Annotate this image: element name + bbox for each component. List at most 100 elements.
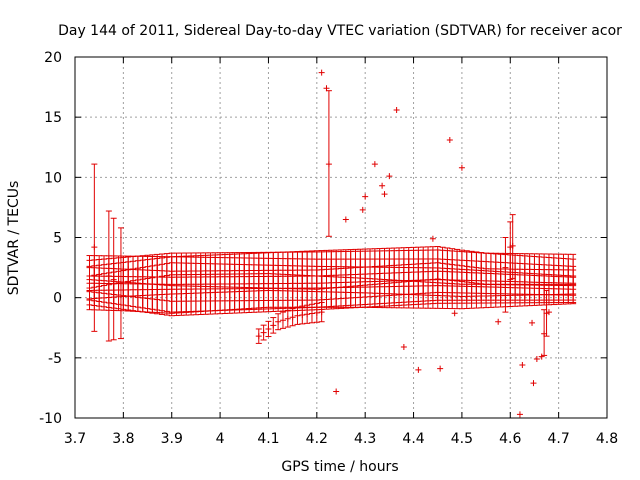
- data-point-marker: [509, 242, 516, 249]
- data-point-marker: [318, 309, 325, 316]
- data-point-marker: [270, 322, 277, 329]
- data-point-marker: [570, 291, 577, 298]
- series-point: [570, 283, 577, 305]
- y-tick-label: 0: [53, 291, 62, 307]
- chart-title: Day 144 of 2011, Sidereal Day-to-day VTE…: [58, 23, 622, 39]
- series-point: [308, 303, 315, 324]
- data-point-marker: [289, 314, 296, 321]
- data-point-marker: [105, 273, 112, 280]
- outlier-point: [458, 164, 465, 171]
- outlier-point: [451, 310, 458, 317]
- x-tick-label: 3.7: [64, 431, 86, 447]
- series-point: [255, 328, 262, 344]
- series-point: [294, 306, 301, 325]
- data-point-marker: [117, 280, 124, 287]
- outlier-point: [386, 173, 393, 180]
- outlier-point: [362, 193, 369, 200]
- data-point-marker: [284, 315, 291, 322]
- outlier-point: [381, 191, 388, 198]
- outlier-point: [429, 235, 436, 242]
- data-point-marker: [308, 310, 315, 317]
- tall-error-bar: [509, 214, 516, 279]
- series-point: [289, 308, 296, 327]
- axis-ticks: 3.7 3.8 3.9 4 4.1 4.2 4.3 4.4 4.5 4.6 4.7 4.8 -10 -5 0…: [39, 50, 618, 447]
- data-point-marker: [265, 325, 272, 332]
- outlier-point: [437, 365, 444, 372]
- y-tick-label: 10: [44, 170, 62, 186]
- series-point: [512, 283, 519, 307]
- data-point-marker: [260, 329, 267, 336]
- y-tick-label: 15: [44, 110, 62, 126]
- series-point: [265, 320, 272, 338]
- x-tick-label: 4: [216, 431, 225, 447]
- data-point-marker: [313, 309, 320, 316]
- outlier-point: [333, 388, 340, 395]
- x-axis-label: GPS time / hours: [281, 459, 398, 475]
- y-tick-label: -10: [39, 411, 62, 427]
- x-tick-label: 4.8: [596, 431, 618, 447]
- x-tick-label: 4.2: [306, 431, 328, 447]
- outlier-point: [379, 182, 386, 189]
- x-tick-label: 4.4: [402, 431, 424, 447]
- data-point-marker: [275, 318, 282, 325]
- plot-area: [86, 69, 577, 418]
- series-point: [521, 283, 528, 307]
- data-point-marker: [91, 244, 98, 251]
- data-point-marker: [502, 264, 509, 271]
- tall-error-bar: [110, 217, 117, 341]
- tall-error-bar: [91, 163, 98, 332]
- x-tick-label: 4.5: [451, 431, 473, 447]
- outlier-point: [545, 309, 552, 316]
- outlier-point: [530, 380, 537, 387]
- x-tick-label: 4.3: [354, 431, 376, 447]
- data-point-marker: [110, 276, 117, 283]
- outlier-point: [495, 318, 502, 325]
- outlier-point: [519, 362, 526, 369]
- series-point: [284, 309, 291, 328]
- data-point-marker: [255, 333, 262, 340]
- outlier-point: [318, 69, 325, 76]
- series-point: [270, 317, 277, 334]
- tall-error-bar: [105, 210, 112, 342]
- outlier-point: [529, 319, 536, 326]
- y-axis-label: SDTVAR / TECUs: [6, 181, 22, 296]
- series-point: [197, 273, 204, 313]
- series-point: [279, 311, 286, 329]
- series-point: [275, 313, 282, 331]
- x-tick-label: 3.8: [112, 431, 134, 447]
- outlier-point: [538, 353, 545, 360]
- series-point: [313, 302, 320, 323]
- series-point: [299, 305, 306, 325]
- x-tick-label: 4.6: [499, 431, 521, 447]
- y-tick-label: -5: [48, 351, 62, 367]
- tall-error-bar: [117, 227, 124, 340]
- x-tick-label: 4.7: [548, 431, 570, 447]
- outlier-point: [533, 356, 540, 363]
- tall-error-bar: [502, 237, 509, 313]
- outlier-point: [516, 411, 523, 418]
- y-tick-label: 20: [44, 50, 62, 66]
- outlier-point: [400, 344, 407, 351]
- outlier-point: [371, 161, 378, 168]
- series-point: [260, 324, 267, 341]
- series-point: [425, 281, 432, 309]
- data-point-marker: [299, 311, 306, 318]
- outlier-point: [446, 137, 453, 144]
- outlier-point: [393, 106, 400, 113]
- data-point-marker: [304, 311, 311, 318]
- data-point-marker: [279, 317, 286, 324]
- y-tick-label: 5: [53, 231, 62, 247]
- data-point-marker: [325, 161, 332, 168]
- x-tick-label: 4.1: [257, 431, 279, 447]
- series-point: [318, 301, 325, 323]
- outlier-point: [415, 366, 422, 373]
- series-point: [304, 304, 311, 324]
- series-point: [96, 285, 103, 311]
- outlier-point: [359, 206, 366, 213]
- series-point: [381, 279, 388, 309]
- data-point-marker: [294, 312, 301, 319]
- outlier-point: [323, 85, 330, 92]
- grid: [75, 57, 607, 418]
